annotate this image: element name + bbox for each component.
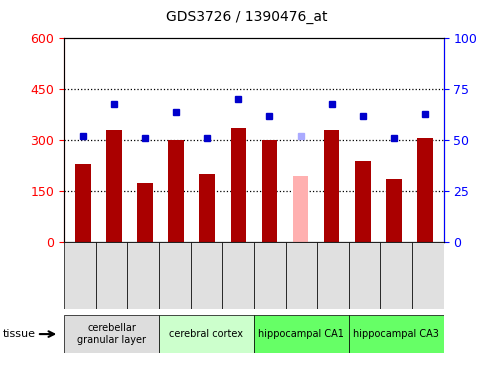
Bar (381, 242, 412, 309)
Bar (168, 140, 184, 242)
Text: tissue: tissue (2, 329, 35, 339)
Bar (254, 242, 285, 309)
Bar (127, 242, 159, 309)
Bar (355, 161, 371, 242)
Bar (349, 242, 381, 309)
Bar (324, 130, 340, 242)
Text: hippocampal CA1: hippocampal CA1 (258, 329, 344, 339)
Bar (137, 182, 153, 242)
Bar (200, 174, 215, 242)
Bar (386, 179, 402, 242)
Bar (262, 140, 277, 242)
Text: GDS3726 / 1390476_at: GDS3726 / 1390476_at (166, 10, 327, 23)
Bar (222, 242, 254, 309)
Bar (231, 128, 246, 242)
Bar (75, 164, 91, 242)
Bar (64, 242, 96, 309)
Text: cerebral cortex: cerebral cortex (170, 329, 244, 339)
Bar (293, 176, 308, 242)
Text: hippocampal CA3: hippocampal CA3 (353, 329, 439, 339)
Bar (106, 130, 122, 242)
Bar (64, 315, 159, 353)
Bar (417, 139, 433, 242)
Text: cerebellar
granular layer: cerebellar granular layer (77, 323, 146, 345)
Bar (254, 315, 349, 353)
Bar (412, 242, 444, 309)
Bar (317, 242, 349, 309)
Bar (191, 242, 222, 309)
Bar (96, 242, 127, 309)
Bar (159, 315, 254, 353)
Bar (159, 242, 191, 309)
Bar (349, 315, 444, 353)
Bar (285, 242, 317, 309)
